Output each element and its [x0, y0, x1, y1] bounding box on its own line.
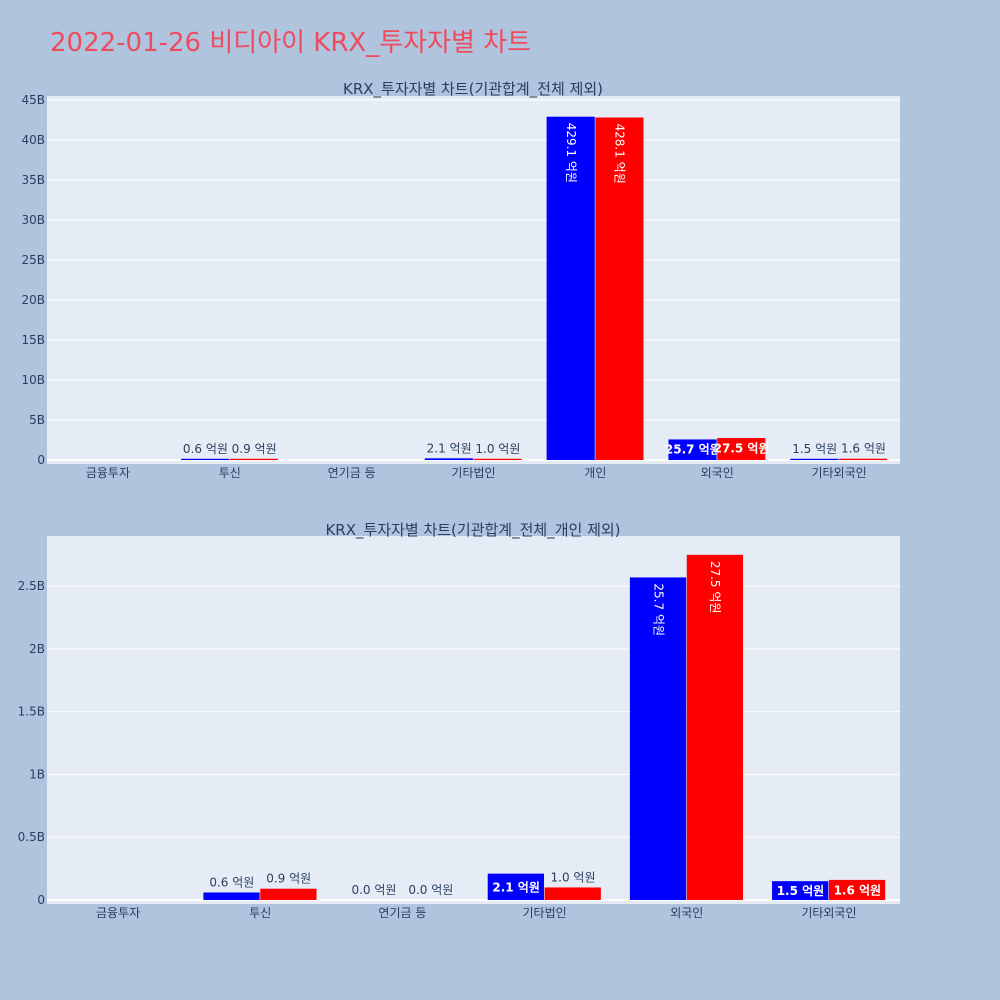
data-label: 2.1 억원	[492, 880, 540, 894]
chart-title: KRX_투자자별 차트(기관합계_전체 제외)	[343, 80, 603, 99]
y-tick-label: 1.5B	[18, 705, 45, 719]
plot-area	[47, 536, 900, 904]
bar-buy	[790, 458, 839, 460]
y-tick-label: 35B	[21, 173, 45, 187]
bar-buy	[203, 892, 260, 900]
bar-buy	[546, 116, 595, 460]
y-tick-label: 10B	[21, 373, 45, 387]
data-label: 0.0 억원	[351, 883, 396, 897]
bar-buy	[424, 458, 473, 460]
data-label: 0.9 억원	[232, 442, 277, 456]
bar-sell	[686, 554, 744, 900]
data-label: 2.1 억원	[427, 441, 472, 455]
x-tick-label: 기타외국인	[801, 906, 856, 920]
y-tick-label: 0.5B	[18, 830, 45, 844]
data-label: 1.0 억원	[551, 870, 596, 884]
plot-area	[47, 96, 900, 464]
data-label: 0.9 억원	[266, 872, 311, 886]
chart-title: KRX_투자자별 차트(기관합계_전체_개인 제외)	[325, 521, 620, 540]
data-label: 429.1 억원	[564, 123, 578, 183]
y-tick-label: 20B	[21, 293, 45, 307]
data-label: 0.6 억원	[209, 875, 254, 889]
bar-sell	[828, 879, 886, 900]
data-label: 25.7 억원	[665, 442, 721, 456]
data-label: 1.6 억원	[841, 442, 886, 456]
bar-sell	[839, 458, 888, 460]
x-tick-label: 기타법인	[451, 466, 495, 480]
x-tick-label: 개인	[584, 466, 606, 480]
bar-buy	[629, 577, 687, 900]
y-tick-label: 30B	[21, 213, 45, 227]
data-label: 1.6 억원	[834, 884, 882, 898]
x-tick-label: 금융투자	[96, 906, 140, 920]
bar-sell	[473, 458, 522, 460]
x-tick-label: 기타법인	[522, 906, 566, 920]
chart-bottom: 0 0.5B 1B 1.5B 2B 2.5B KRX_투자자별 차트(기관합계_전체_개인 …	[18, 521, 900, 920]
bar-buy	[772, 881, 829, 900]
x-tick-label: 외국인	[670, 906, 703, 920]
data-label: 0.0 억원	[408, 883, 453, 897]
bar-sell	[717, 438, 766, 460]
data-label: 25.7 억원	[651, 583, 665, 636]
y-tick-label: 25B	[21, 253, 45, 267]
bar-sell	[595, 117, 644, 461]
bar-buy	[668, 439, 717, 460]
x-tick-label: 연기금 등	[328, 466, 376, 480]
page-title: 2022-01-26 비디아이 KRX_투자자별 차트	[50, 28, 532, 58]
data-label: 27.5 억원	[708, 561, 722, 614]
data-label: 1.5 억원	[777, 884, 825, 898]
data-label: 428.1 억원	[613, 124, 627, 184]
y-tick-label: 5B	[29, 413, 45, 427]
bar-sell	[229, 458, 278, 460]
y-tick-label: 2.5B	[18, 579, 45, 593]
bar-buy	[487, 873, 544, 900]
data-label: 27.5 억원	[714, 442, 770, 456]
x-tick-label: 금융투자	[86, 466, 130, 480]
data-label: 0.6 억원	[183, 442, 228, 456]
x-tick-label: 투신	[249, 906, 271, 920]
x-tick-label: 투신	[219, 466, 241, 480]
y-tick-label: 15B	[21, 333, 45, 347]
bar-sell	[544, 887, 601, 900]
chart-top: 0 5B 10B 15B 20B 25B 30B 35B 40B 45B KRX_투자자별 차트(기…	[21, 80, 900, 480]
y-tick-label: 40B	[21, 133, 45, 147]
y-tick-label: 0	[37, 893, 45, 907]
data-label: 1.0 억원	[475, 442, 520, 456]
data-label: 1.5 억원	[792, 442, 837, 456]
y-tick-label: 2B	[29, 642, 45, 656]
y-tick-label: 45B	[21, 93, 45, 107]
y-tick-label: 1B	[29, 767, 45, 781]
x-tick-label: 연기금 등	[378, 906, 426, 920]
bar-sell	[260, 888, 317, 900]
bar-buy	[181, 458, 230, 460]
x-tick-label: 외국인	[701, 466, 734, 480]
y-tick-label: 0	[37, 453, 45, 467]
x-tick-label: 기타외국인	[811, 466, 866, 480]
